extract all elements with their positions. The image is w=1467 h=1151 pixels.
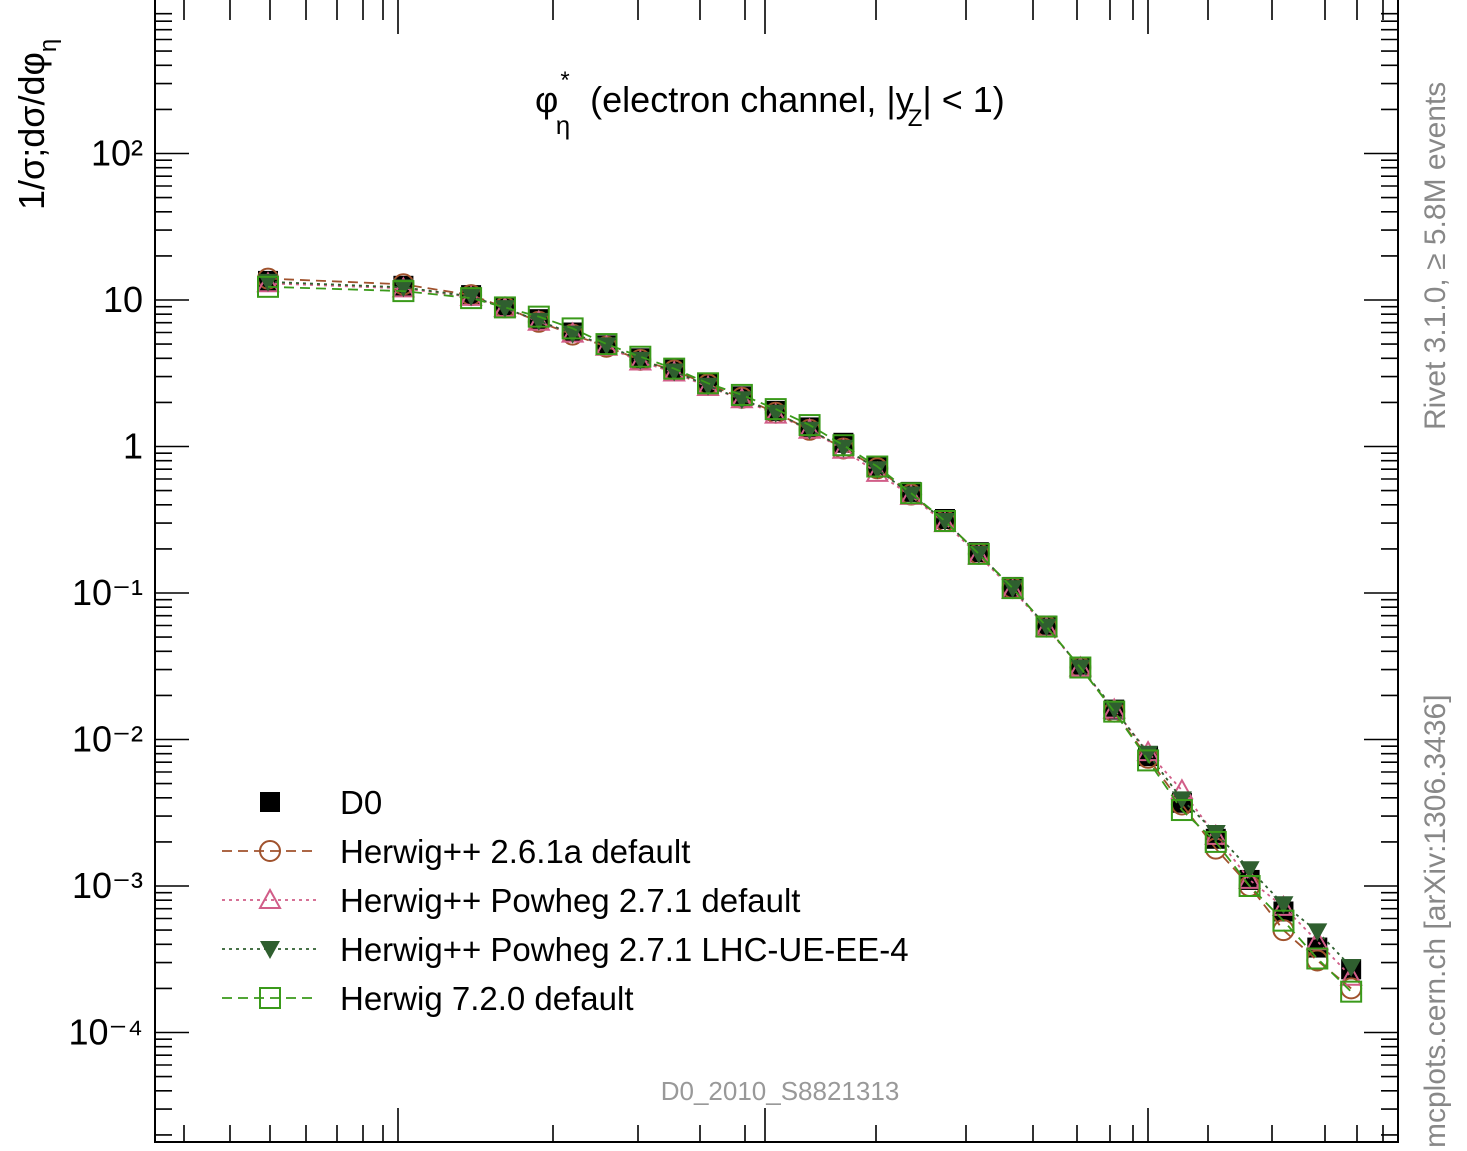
data-point — [730, 383, 753, 406]
legend-label: Herwig++ 2.6.1a default — [340, 833, 690, 870]
y-tick-label: 10⁻² — [72, 719, 143, 760]
legend-label: Herwig++ Powheg 2.7.1 LHC-UE-EE-4 — [340, 931, 909, 968]
data-point — [258, 273, 278, 292]
data-point — [1340, 980, 1363, 1003]
plot-frame — [154, 0, 1399, 1143]
data-point — [867, 461, 888, 480]
data-point — [461, 288, 482, 307]
legend-entry: Herwig++ Powheg 2.7.1 default — [222, 882, 800, 919]
y-tick-label: 10⁻¹ — [72, 572, 143, 613]
data-point — [799, 421, 820, 440]
series-0 — [258, 270, 1362, 980]
y-tick-label: 10⁻³ — [72, 865, 143, 906]
y-tick-label: 10⁻⁴ — [68, 1012, 143, 1053]
y-axis: 10⁻⁴ 10⁻³ 10⁻² 10⁻¹ 1 10 10² — [68, 12, 1398, 1136]
data-point — [1001, 577, 1024, 600]
legend-entry: Herwig++ Powheg 2.7.1 LHC-UE-EE-4 — [222, 931, 909, 968]
data-point — [933, 510, 956, 533]
series-3 — [258, 273, 1362, 977]
data-point — [697, 372, 720, 395]
data-point — [1069, 656, 1092, 679]
data-point — [833, 439, 854, 458]
series-line — [267, 282, 1352, 978]
data-point — [493, 296, 516, 319]
legend-marker — [260, 792, 280, 812]
data-point — [528, 312, 549, 331]
data-point — [1271, 894, 1296, 916]
y-tick-label: 1 — [123, 426, 143, 467]
x-axis — [183, 0, 1384, 1142]
data-point — [1103, 700, 1126, 723]
data-point — [1239, 861, 1260, 880]
series-4 — [257, 275, 1363, 1003]
data-point — [1036, 618, 1057, 637]
analysis-id: D0_2010_S8821313 — [661, 1076, 900, 1106]
legend-label: D0 — [340, 784, 382, 821]
data-point — [798, 414, 821, 437]
data-point — [1035, 615, 1058, 638]
y-tick-label: 10 — [103, 279, 143, 320]
series-group — [256, 267, 1363, 1003]
legend-label: Herwig 7.2.0 default — [340, 980, 634, 1017]
data-point — [629, 345, 652, 368]
legend-entry: Herwig 7.2.0 default — [222, 980, 634, 1017]
data-point — [731, 391, 752, 410]
data-point — [630, 351, 651, 370]
panel-label: φ* η (electron channel, |yZ| < 1) — [535, 67, 1005, 140]
rivet-label: Rivet 3.1.0, ≥ 5.8M events — [1419, 82, 1452, 430]
data-point — [866, 455, 889, 478]
data-point — [1341, 958, 1362, 977]
data-point — [494, 300, 515, 319]
data-point — [900, 482, 923, 505]
data-point — [1204, 823, 1228, 845]
data-point — [1238, 875, 1261, 897]
legend-entry: Herwig++ 2.6.1a default — [222, 833, 690, 870]
legend-marker — [258, 887, 282, 909]
data-point — [1002, 580, 1023, 599]
series-2 — [256, 271, 1363, 986]
y-axis-label: 1/σ;dσ/dφη — [11, 39, 62, 210]
legend-marker — [259, 840, 281, 862]
data-point — [663, 357, 686, 380]
legend-marker — [259, 987, 281, 1009]
data-point — [664, 363, 685, 382]
legend-marker — [260, 941, 280, 959]
data-point — [764, 398, 787, 421]
data-point — [1170, 799, 1193, 822]
data-point — [968, 545, 989, 564]
data-point — [698, 377, 719, 396]
data-point — [460, 287, 483, 310]
legend-label: Herwig++ Powheg 2.7.1 default — [340, 882, 800, 919]
data-point — [595, 333, 618, 356]
data-point — [392, 280, 415, 303]
series-line — [267, 285, 1352, 993]
data-point — [1306, 947, 1329, 970]
data-point — [901, 486, 922, 505]
data-point — [393, 279, 414, 298]
data-point — [1307, 923, 1328, 942]
data-point — [1273, 896, 1294, 915]
data-point — [765, 404, 786, 423]
data-point — [1137, 749, 1160, 772]
mcplots-label: mcplots.cern.ch [arXiv:1306.3436] — [1419, 694, 1452, 1148]
data-point — [1339, 964, 1363, 986]
data-point — [832, 434, 855, 457]
data-point — [1239, 869, 1260, 890]
data-point — [561, 317, 584, 340]
data-point — [562, 325, 583, 344]
data-point — [527, 305, 550, 328]
data-point — [967, 542, 990, 565]
data-point — [257, 275, 279, 298]
data-point — [1205, 825, 1226, 844]
y-tick-label: 10² — [91, 133, 143, 174]
plot-border — [154, 0, 1399, 1143]
data-point — [1272, 909, 1295, 932]
legend-entry: D0 — [260, 784, 382, 821]
legend: D0 Herwig++ 2.6.1a default Herwig++ Powheg… — [222, 784, 909, 1017]
data-point — [1204, 830, 1227, 853]
labels: φ* η (electron channel, |yZ| < 1) 1/σ;dσ/d… — [11, 39, 1452, 1148]
